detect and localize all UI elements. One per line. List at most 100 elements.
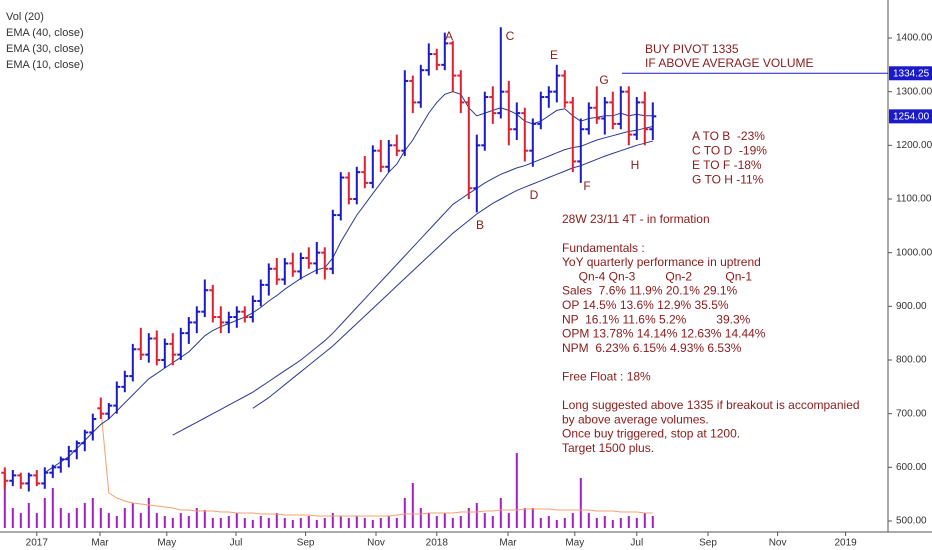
point-label: A <box>445 29 453 43</box>
volume-bar <box>27 503 30 528</box>
volume-bar <box>403 498 406 528</box>
body-note: Target 1500 plus. <box>562 441 654 455</box>
volume-bar <box>259 516 262 528</box>
volume-bar <box>443 513 446 528</box>
x-tick-label: 2019 <box>834 538 857 549</box>
volume-bar <box>219 518 222 528</box>
volume-bar <box>435 516 438 528</box>
point-label: H <box>631 158 640 172</box>
volume-bar <box>563 518 566 528</box>
body-note: 28W 23/11 4T - in formation <box>562 212 710 226</box>
volume-bar <box>35 513 38 528</box>
volume-bar <box>267 518 270 528</box>
volume-bar <box>83 503 86 528</box>
volume-bar <box>427 513 430 528</box>
swing-note: C TO D -19% <box>692 144 767 158</box>
body-note: YoY quarterly performance in uptrend <box>562 255 761 269</box>
body-note: NP 16.1% 11.6% 5.2% 39.3% <box>562 312 751 326</box>
volume-bar <box>355 516 358 528</box>
volume-bar <box>235 513 238 528</box>
y-tick-label: 1200.00 <box>896 140 932 151</box>
volume-bar <box>587 513 590 528</box>
point-label: G <box>599 73 608 87</box>
body-note: Sales 7.6% 11.9% 20.1% 29.1% <box>562 284 738 298</box>
volume-bar <box>371 520 374 528</box>
legend-entry: EMA (30, close) <box>6 43 84 55</box>
legend-entry: Vol (20) <box>6 11 44 23</box>
ema-line <box>252 140 653 409</box>
volume-bar <box>419 508 422 528</box>
volume-bar <box>275 513 278 528</box>
x-tick-label: Jul <box>630 538 643 549</box>
volume-bar <box>531 508 534 528</box>
volume-bar <box>651 516 654 528</box>
y-tick-label: 1000.00 <box>896 247 932 258</box>
volume-bar <box>131 503 134 528</box>
legend: Vol (20) EMA (40, close) EMA (30, close)… <box>6 11 84 71</box>
volume-bar <box>11 508 14 528</box>
volume-bar <box>347 518 350 528</box>
volume-bar <box>459 516 462 528</box>
volume-bar <box>195 508 198 528</box>
volume-bar <box>635 518 638 528</box>
volume-bar <box>163 516 166 528</box>
volume-bar <box>387 516 390 528</box>
swing-note: E TO F -18% <box>692 158 762 172</box>
point-label: F <box>583 179 590 193</box>
volume-bar <box>491 516 494 528</box>
last-price-box <box>889 109 932 124</box>
volume-bar <box>107 513 110 528</box>
volume-bar <box>603 516 606 528</box>
volume-bar <box>19 513 22 528</box>
volume-bar <box>507 513 510 528</box>
volume-bar <box>619 518 622 528</box>
x-tick-label: May <box>565 538 584 549</box>
body-note: Once buy triggered, stop at 1200. <box>562 427 740 441</box>
volume-bar <box>363 518 366 528</box>
volume-bar <box>75 508 78 528</box>
legend-entry: EMA (10, close) <box>6 59 84 71</box>
volume-bar <box>555 520 558 528</box>
last-price-box-label: 1254.00 <box>893 111 930 122</box>
volume-bar <box>171 518 174 528</box>
x-tick-label: 2017 <box>26 538 49 549</box>
y-tick-label: 900.00 <box>896 301 927 312</box>
volume-bar <box>339 516 342 528</box>
volume-bar <box>91 498 94 528</box>
volume-bar <box>539 518 542 528</box>
x-tick-label: Nov <box>769 538 787 549</box>
y-tick-label: 500.00 <box>896 516 927 527</box>
y-tick-label: 1100.00 <box>896 194 932 205</box>
volume-ma-line <box>100 407 653 517</box>
x-tick-label: Sep <box>297 538 315 549</box>
volume-bar <box>571 513 574 528</box>
volume-bar <box>59 508 62 528</box>
volume-bar <box>243 518 246 528</box>
volume-bar <box>315 520 318 528</box>
swing-note: G TO H -11% <box>692 173 764 187</box>
legend-entry: EMA (40, close) <box>6 27 84 39</box>
x-tick-label: Nov <box>367 538 385 549</box>
volume-bar <box>547 516 550 528</box>
body-note: Qn-4 Qn-3 Qn-2 Qn-1 <box>562 269 752 283</box>
volume-bar <box>307 516 310 528</box>
volume-bar <box>227 516 230 528</box>
x-tick-label: Jul <box>230 538 243 549</box>
volume-bar <box>331 513 334 528</box>
pivot-price-box <box>889 66 932 81</box>
y-tick-label: 800.00 <box>896 355 927 366</box>
volume-bar <box>627 516 630 528</box>
body-note: OPM 13.78% 14.14% 12.63% 14.44% <box>562 327 766 341</box>
swing-note: A TO B -23% <box>692 129 765 143</box>
volume-bar <box>451 518 454 528</box>
point-label: B <box>476 218 484 232</box>
volume-bar <box>299 518 302 528</box>
volume-bar <box>379 518 382 528</box>
ema-line <box>44 91 653 474</box>
x-tick-label: 2018 <box>426 538 449 549</box>
volume-bar <box>475 503 478 528</box>
volume-bar <box>155 513 158 528</box>
point-label: D <box>530 188 539 202</box>
body-note: Long suggested above 1335 if breakout is… <box>562 398 860 412</box>
